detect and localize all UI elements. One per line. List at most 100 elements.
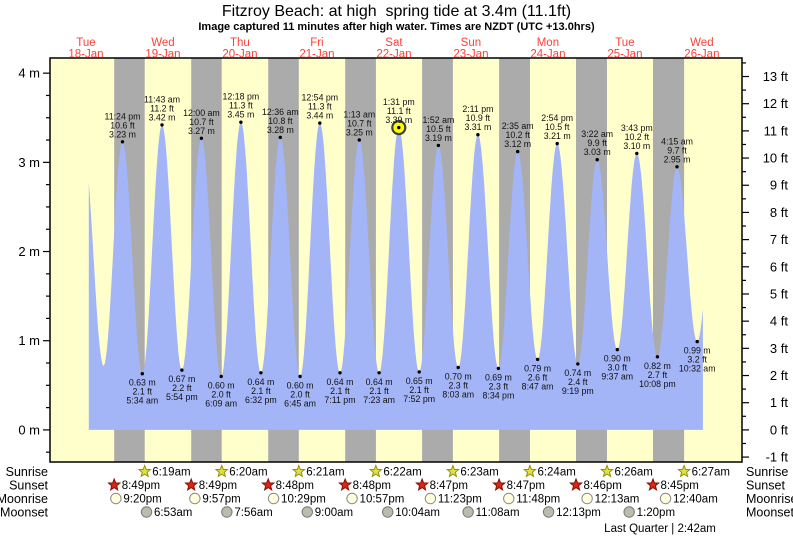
day-label-date: 24-Jan	[530, 49, 565, 61]
y-axis-right-label: 2 ft	[770, 368, 788, 383]
almanac-entry: 12:13am	[581, 492, 639, 506]
tide-annotation-line: 3:43 pm	[621, 123, 653, 133]
tide-annotation-line: 7:11 pm	[324, 395, 355, 405]
moonrise-circle-icon	[110, 492, 122, 505]
almanac-entry-time: 9:20pm	[123, 494, 161, 506]
tide-event-dot	[160, 123, 164, 127]
almanac-row-label-right: Sunrise	[746, 465, 788, 479]
moonset-circle-icon	[542, 506, 555, 518]
tide-event-dot	[278, 135, 282, 140]
almanac-entry: 6:21am	[291, 464, 345, 479]
tide-annotation-low: 0.67 m2.2 ft5:54 pm	[166, 368, 198, 402]
tide-annotation-line: 12:36 am	[262, 107, 299, 117]
almanac-entry-time: 8:48pm	[353, 480, 391, 492]
tide-annotation-line: 12:18 pm	[223, 92, 260, 102]
almanac-entry-time: 6:27am	[692, 467, 730, 479]
almanac-entry: 9:57pm	[189, 492, 241, 506]
tide-annotation-line: 2.3 ft	[489, 381, 509, 391]
tide-annotation-line: 3.25 m	[346, 128, 373, 138]
page-subtitle: Image captured 11 minutes after high wat…	[198, 21, 595, 33]
y-axis-right-label: 4 ft	[770, 314, 788, 329]
tide-annotation-high: 3:22 am9.9 ft3.03 m	[581, 129, 613, 162]
tide-annotation-low: 0.63 m2.1 ft5:34 am	[126, 372, 158, 406]
tide-annotation-low: 0.60 m2.0 ft6:09 am	[205, 374, 237, 408]
tide-annotation-line: 2:11 pm	[462, 104, 493, 114]
tide-annotation-line: 11.3 ft	[229, 101, 253, 111]
almanac-entry-time: 8:47pm	[507, 480, 545, 492]
tide-annotation-line: 11:43 am	[144, 94, 180, 104]
sunset-star-icon	[338, 477, 353, 492]
sunset-star-icon	[261, 477, 276, 492]
almanac-entry: 10:29pm	[267, 492, 326, 506]
moonset-circle-icon	[382, 506, 394, 518]
tide-annotation-line: 0.90 m	[604, 354, 631, 364]
day-label-date: 25-Jan	[607, 49, 642, 61]
almanac-entry-time: 8:45pm	[660, 480, 698, 492]
tide-event-dot	[655, 355, 660, 359]
tide-annotation-low: 0.64 m2.1 ft6:32 pm	[245, 371, 277, 405]
tide-event-dot	[535, 357, 540, 362]
tide-event-dot	[635, 151, 639, 156]
tide-event-dot	[456, 365, 460, 370]
tide-annotation-line: 1:52 am	[423, 115, 455, 125]
almanac-row-label-left: Sunset	[9, 479, 48, 493]
almanac-entry: 9:20pm	[110, 492, 162, 506]
tide-annotation-line: 10.2 ft	[505, 130, 530, 140]
y-axis-right-label: 11 ft	[764, 123, 789, 138]
tide-event-dot	[239, 120, 243, 124]
sunrise-star-icon	[522, 464, 537, 478]
almanac-entry: 8:49pm	[184, 477, 237, 492]
almanac-entry: 10:57pm	[346, 492, 405, 506]
almanac-row-label-left: Moonrise	[0, 492, 48, 506]
y-axis-right-label: 12 ft	[763, 96, 789, 111]
almanac-entry-time: 11:48pm	[516, 494, 560, 506]
tide-annotation-line: 2.0 ft	[290, 389, 310, 399]
almanac-entry: 6:24am	[522, 464, 576, 479]
almanac-entry: 11:23pm	[424, 492, 482, 506]
tide-annotation-line: 2.7 ft	[648, 370, 668, 380]
y-axis-right-label: 8 ft	[770, 205, 788, 220]
tide-annotation-line: 3.23 m	[109, 129, 136, 139]
almanac-entry-time: 6:19am	[152, 467, 190, 479]
tide-event-dot	[180, 368, 184, 372]
tide-annotation-line: 0.64 m	[366, 377, 393, 387]
tide-annotation-line: 3.0 ft	[607, 363, 627, 373]
tide-annotation-line: 0.60 m	[208, 380, 235, 390]
tide-annotation-line: 11.3 ft	[308, 102, 332, 112]
y-axis-left-label: 3 m	[18, 155, 40, 170]
y-axis-left-label: 0 m	[18, 422, 40, 437]
tide-annotation-low: 0.65 m2.1 ft7:52 pm	[403, 370, 435, 404]
almanac-entry: 10:04am	[382, 506, 440, 519]
almanac-entry-time: 10:04am	[395, 507, 440, 519]
almanac-entry: 8:49pm	[107, 477, 160, 492]
page-title: Fitzroy Beach: at high spring tide at 3.…	[221, 3, 572, 20]
tide-annotation-line: 5:54 pm	[166, 392, 198, 402]
y-axis-right-label: 9 ft	[770, 178, 788, 193]
tide-annotation-low: 0.70 m2.3 ft8:03 am	[442, 365, 474, 399]
almanac-entry-time: 9:00am	[315, 507, 353, 519]
almanac-entry-time: 6:20am	[229, 467, 267, 479]
sunset-star-icon	[184, 477, 199, 492]
almanac-entry-time: 8:49pm	[122, 480, 160, 492]
tide-event-dot	[140, 372, 144, 376]
moonset-circle-icon	[221, 506, 233, 518]
day-label-date: 26-Jan	[684, 49, 719, 61]
almanac-entry: 12:13pm	[542, 506, 601, 519]
tide-annotation-line: 3.28 m	[267, 125, 294, 135]
almanac-entry-time: 10:57pm	[360, 494, 405, 506]
tide-annotation-line: 3.19 m	[425, 133, 452, 143]
tide-annotation-low: 0.64 m2.1 ft7:23 am	[363, 371, 395, 405]
almanac-entry-time: 12:13pm	[556, 507, 601, 519]
tide-annotation-line: 6:09 am	[205, 398, 237, 408]
tide-annotation-line: 10.5 ft	[545, 122, 570, 132]
y-axis-right-label: 10 ft	[763, 151, 789, 166]
almanac-row-moonset: Moonset Moonset 6:53am 7:56am 9:00am 10:04am 1…	[0, 506, 793, 520]
moon-phase-footnote: Last Quarter | 2:42am	[604, 523, 716, 535]
y-axis-right-label: 13 ft	[763, 69, 789, 84]
